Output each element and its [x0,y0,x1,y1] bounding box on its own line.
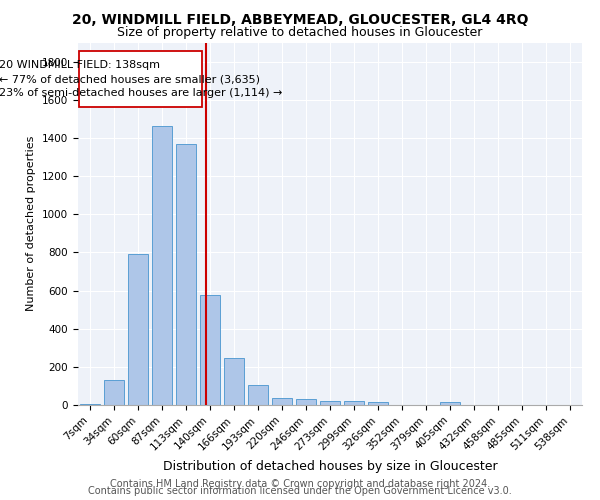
Text: 20, WINDMILL FIELD, ABBEYMEAD, GLOUCESTER, GL4 4RQ: 20, WINDMILL FIELD, ABBEYMEAD, GLOUCESTE… [72,12,528,26]
Bar [320,401,340,405]
Bar [104,380,124,405]
Bar [200,296,220,405]
Text: Size of property relative to detached houses in Gloucester: Size of property relative to detached ho… [118,26,482,39]
Bar [152,126,172,405]
Bar [248,385,268,405]
Text: Contains public sector information licensed under the Open Government Licence v3: Contains public sector information licen… [88,486,512,496]
Text: 20 WINDMILL FIELD: 138sqm
← 77% of detached houses are smaller (3,635)
23% of se: 20 WINDMILL FIELD: 138sqm ← 77% of detac… [0,60,282,98]
Bar [272,398,292,405]
Bar [344,401,364,405]
Bar [224,358,244,405]
FancyBboxPatch shape [79,51,202,108]
Text: Contains HM Land Registry data © Crown copyright and database right 2024.: Contains HM Land Registry data © Crown c… [110,479,490,489]
Bar [296,400,316,405]
Bar [176,144,196,405]
Bar [368,402,388,405]
Bar [440,402,460,405]
X-axis label: Distribution of detached houses by size in Gloucester: Distribution of detached houses by size … [163,460,497,473]
Y-axis label: Number of detached properties: Number of detached properties [26,136,37,312]
Bar [80,404,100,405]
Bar [128,254,148,405]
